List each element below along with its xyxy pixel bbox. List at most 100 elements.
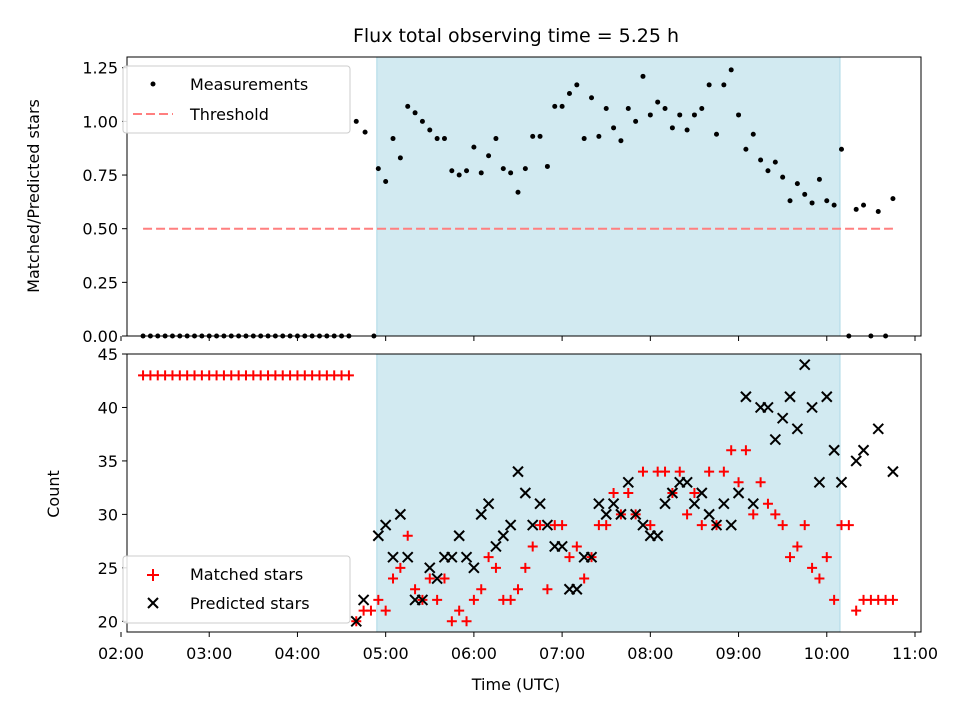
matched-star-point (505, 594, 516, 605)
predicted-star-point (799, 358, 811, 371)
predicted-star-point (762, 401, 774, 414)
x-tick-label: 05:00 (363, 644, 409, 663)
predicted-star-point (666, 487, 679, 499)
measurement-point (449, 168, 455, 174)
legend-predicted-marker (147, 597, 159, 609)
top-axes-frame (126, 56, 922, 337)
predicted-star-point (607, 497, 620, 510)
measurement-point (353, 118, 359, 124)
top-y-ticks: 0.00 0.25 0.50 0.75 1.00 1.25 (82, 59, 127, 346)
matched-star-point (439, 573, 450, 584)
predicted-star-point (424, 562, 436, 574)
matched-star-point (645, 520, 656, 531)
matched-star-point (388, 573, 399, 584)
predicted-star-point (828, 444, 840, 456)
predicted-star-point (402, 551, 414, 563)
matched-star-point (777, 520, 788, 531)
top-x-ticks (120, 336, 916, 341)
matched-star-point (733, 477, 744, 488)
predicted-star-point (379, 519, 392, 531)
matched-star-point (513, 584, 523, 595)
measurement-point (802, 191, 808, 197)
matched-star-point (718, 466, 729, 477)
measurement-point (486, 153, 492, 159)
predicted-star-point (681, 476, 693, 489)
predicted-star-point (872, 423, 884, 435)
measurement-point (574, 82, 580, 88)
measurement-point (743, 146, 749, 152)
predicted-star-point (659, 497, 671, 510)
measurement-point (383, 178, 389, 184)
measurement-point (706, 82, 712, 88)
bottom-marks (138, 358, 899, 628)
y-tick-label: 25 (98, 559, 118, 578)
x-axis-label: Time (UTC) (471, 675, 560, 694)
measurement-point (875, 209, 881, 215)
measurement-point (478, 170, 484, 176)
predicted-star-point (571, 583, 583, 595)
measurement-point (750, 131, 756, 137)
predicted-star-point (512, 465, 524, 478)
measurement-point (758, 157, 764, 163)
predicted-star-point (446, 551, 458, 563)
x-tick-label: 11:00 (892, 644, 938, 663)
predicted-star-point (357, 594, 370, 606)
matched-star-point (623, 488, 634, 498)
matched-star-point (674, 466, 685, 477)
top-y-axis-label: Matched/Predicted stars (24, 99, 43, 293)
top-legend: Measurements Threshold (122, 65, 351, 134)
predicted-star-point (431, 572, 443, 585)
matched-star-point (373, 594, 384, 605)
predicted-star-point (615, 508, 627, 521)
measurement-point (699, 106, 705, 112)
predicted-star-point (482, 497, 495, 510)
measurement-point (677, 112, 683, 118)
matched-star-point (483, 552, 494, 563)
predicted-star-point (460, 551, 473, 563)
measurement-point (603, 106, 609, 112)
predicted-star-point (769, 433, 782, 446)
legend-threshold-label: Threshold (189, 105, 269, 124)
bottom-x-ticks: 02:00 03:00 04:00 05:00 06:00 07:00 08:00 09:00… (98, 632, 938, 663)
bottom-legend-box (122, 555, 351, 624)
matched-star-point (343, 370, 354, 381)
predicted-star-point (629, 508, 642, 521)
predicted-star-point (556, 540, 568, 553)
matched-star-point (527, 541, 538, 552)
predicted-star-point (710, 519, 723, 531)
predicted-star-point (747, 497, 759, 510)
predicted-star-point (857, 444, 870, 456)
matched-star-point (843, 520, 854, 531)
matched-star-point (461, 616, 472, 627)
legend-matched-marker (147, 569, 159, 581)
measurement-point (464, 168, 470, 174)
predicted-star-point (497, 530, 510, 542)
matched-star-point (704, 466, 715, 477)
measurement-point (390, 136, 396, 142)
matched-star-point (608, 488, 619, 498)
measurement-point (419, 118, 425, 124)
measurement-point (838, 146, 844, 152)
measurement-point (559, 103, 565, 109)
predicted-star-point (688, 497, 701, 510)
matched-star-point (446, 616, 457, 627)
measurement-point (780, 174, 786, 180)
y-tick-label: 0.25 (82, 273, 118, 292)
matched-star-point (380, 605, 391, 616)
measurement-point (441, 136, 447, 142)
measurement-point (566, 90, 572, 96)
predicted-star-point (350, 615, 362, 628)
measurement-point (471, 144, 477, 150)
matched-star-point (887, 594, 898, 605)
matched-star-point (557, 520, 568, 531)
predicted-star-point (504, 519, 517, 531)
matched-star-point (748, 509, 759, 520)
top-legend-box (122, 65, 351, 134)
measurement-point (787, 198, 793, 204)
matched-star-point (542, 584, 553, 595)
predicted-star-point (732, 487, 745, 499)
matched-star-point (660, 466, 671, 477)
measurement-point (611, 125, 617, 131)
matched-star-point (410, 584, 421, 595)
